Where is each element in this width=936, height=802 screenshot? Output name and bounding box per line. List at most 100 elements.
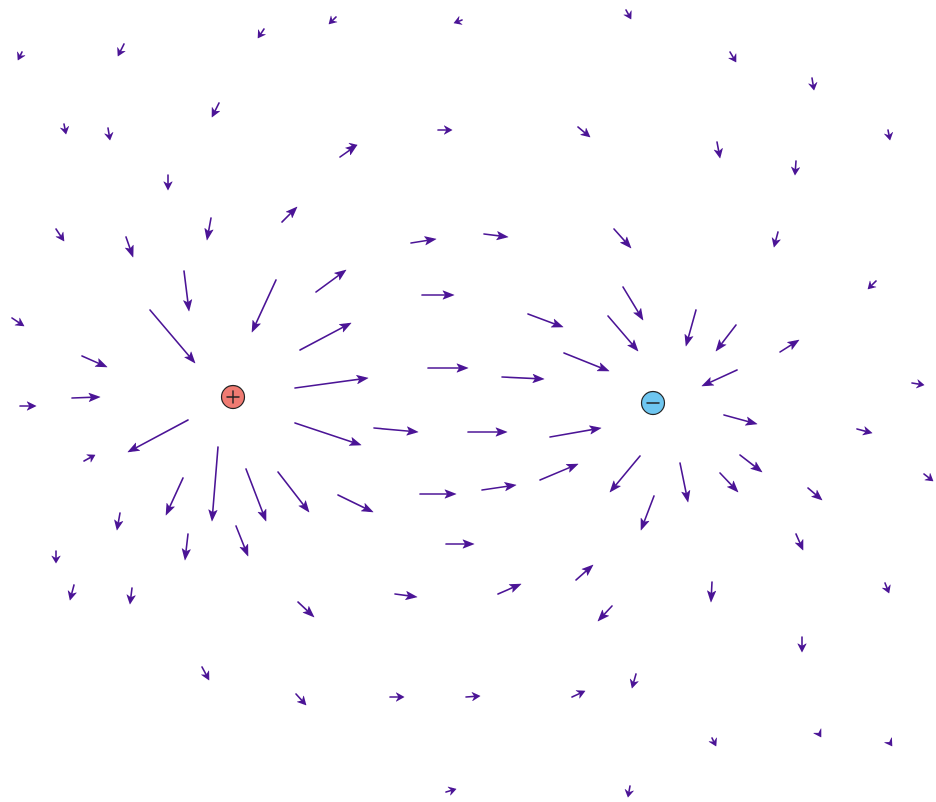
field-arrow-head: [867, 280, 877, 290]
field-arrow: [719, 472, 739, 493]
field-arrow-head: [302, 606, 315, 618]
field-arrow: [294, 422, 362, 446]
field-arrow-shaft: [71, 584, 75, 594]
field-arrow: [867, 280, 877, 290]
field-arrow: [684, 309, 697, 347]
field-arrow: [791, 160, 801, 176]
field-arrow-shaft: [297, 601, 308, 612]
field-arrow-shaft: [373, 427, 410, 432]
field-arrow: [771, 231, 781, 248]
field-arrow: [884, 737, 893, 747]
field-arrow: [183, 270, 193, 312]
field-arrow-head: [727, 480, 739, 493]
field-arrow-shaft: [445, 789, 452, 793]
field-arrow: [117, 43, 126, 57]
field-arrow-head: [211, 107, 220, 118]
field-arrow-shaft: [807, 487, 817, 496]
field-arrow-shaft: [299, 326, 344, 351]
field-arrow-shaft: [794, 160, 797, 170]
field-arrow: [389, 692, 405, 702]
field-arrow: [794, 533, 804, 551]
field-arrow-shaft: [709, 369, 738, 383]
field-arrow-shaft: [628, 785, 631, 793]
field-arrow: [67, 584, 77, 601]
field-arrow-head: [744, 416, 758, 426]
field-arrow: [483, 231, 509, 241]
field-arrow-head: [627, 339, 639, 352]
field-arrow-shaft: [185, 533, 189, 552]
field-arrow: [410, 236, 437, 246]
field-arrow-shaft: [571, 692, 581, 698]
field-arrow-shaft: [716, 141, 720, 152]
field-arrow-shaft: [723, 414, 749, 423]
field-arrow-shaft: [795, 533, 801, 544]
field-arrow-shaft: [811, 77, 814, 86]
field-arrow-shaft: [63, 123, 66, 130]
field-arrow-head: [609, 480, 621, 493]
field-arrow-head: [125, 244, 134, 258]
field-arrow-head: [14, 317, 25, 327]
field-arrow: [17, 51, 26, 61]
field-arrow: [328, 15, 338, 25]
field-arrow-shaft: [483, 233, 500, 237]
field-arrow-shaft: [295, 693, 303, 701]
field-arrow-head: [348, 437, 362, 446]
charges: [220, 384, 666, 416]
field-arrow: [373, 426, 419, 436]
field-arrow: [104, 127, 114, 141]
field-arrow: [245, 468, 267, 522]
field-arrow: [856, 426, 873, 436]
field-arrow-shaft: [856, 428, 866, 432]
field-arrow-head: [924, 473, 934, 482]
field-arrow-head: [813, 728, 822, 738]
field-arrow: [294, 374, 369, 389]
field-arrow-shaft: [169, 477, 184, 508]
field-arrow: [629, 673, 639, 689]
field-arrow: [609, 455, 641, 493]
field-arrow: [419, 489, 457, 499]
field-arrow-shaft: [117, 512, 121, 523]
field-arrow: [295, 693, 307, 706]
field-arrow-shaft: [71, 396, 92, 399]
field-arrow-shaft: [711, 737, 715, 742]
field-arrow-shaft: [679, 462, 687, 494]
field-arrow-head: [257, 508, 267, 522]
field-arrow: [539, 463, 579, 481]
field-arrow-shaft: [497, 586, 514, 595]
field-arrow: [707, 581, 717, 603]
field-arrow-head: [791, 166, 801, 176]
field-arrow-head: [794, 539, 804, 551]
field-arrow: [71, 392, 101, 402]
field-arrow-shaft: [214, 102, 220, 112]
field-arrow: [465, 692, 481, 702]
field-arrow-shaft: [779, 344, 792, 353]
field-arrow-shaft: [201, 666, 207, 675]
field-arrow-head: [424, 236, 437, 246]
field-arrow-head: [884, 132, 894, 141]
field-arrow-head: [104, 132, 114, 141]
field-arrow-head: [345, 144, 358, 156]
field-arrow: [277, 471, 310, 513]
field-arrow: [19, 401, 37, 411]
field-arrow: [813, 728, 822, 738]
field-arrow: [708, 737, 717, 747]
field-arrow: [181, 533, 191, 561]
field-arrow-head: [165, 502, 175, 516]
field-arrow-head: [395, 692, 405, 702]
field-arrow-shaft: [603, 605, 613, 615]
field-arrow-head: [456, 363, 469, 373]
field-arrow-head: [360, 503, 374, 513]
field-arrow: [575, 564, 594, 581]
field-arrow-shaft: [720, 324, 737, 345]
field-arrow-head: [581, 564, 594, 576]
field-arrow-shaft: [887, 129, 890, 136]
field-arrow: [739, 454, 763, 473]
field-arrow-shaft: [260, 28, 265, 35]
field-arrow: [728, 51, 737, 63]
field-arrow-shaft: [527, 313, 555, 325]
field-arrow: [453, 16, 463, 25]
field-arrow-head: [257, 29, 266, 39]
field-arrow-head: [201, 670, 210, 681]
